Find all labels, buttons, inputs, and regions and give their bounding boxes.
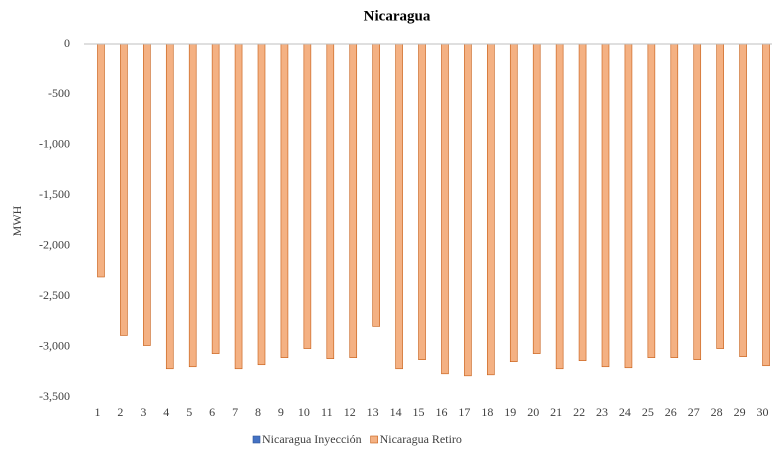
x-tick-label: 4 bbox=[163, 405, 169, 419]
x-tick-label: 14 bbox=[390, 405, 402, 419]
bar bbox=[532, 43, 541, 354]
x-tick-label: 22 bbox=[573, 405, 585, 419]
bar bbox=[441, 43, 449, 375]
x-tick-label: 9 bbox=[278, 405, 284, 419]
x-tick-label: 13 bbox=[367, 405, 379, 419]
x-tick-label: 24 bbox=[619, 405, 631, 419]
x-tick-label: 17 bbox=[458, 405, 470, 419]
bar bbox=[188, 43, 197, 368]
bar bbox=[762, 43, 770, 367]
y-tick-label: -1,000 bbox=[39, 137, 70, 151]
bar bbox=[303, 43, 312, 349]
x-tick-label: 6 bbox=[209, 405, 215, 419]
x-tick-label: 27 bbox=[688, 405, 700, 419]
y-tick-label: -3,500 bbox=[39, 389, 70, 403]
x-tick-label: 10 bbox=[298, 405, 310, 419]
x-tick-label: 18 bbox=[481, 405, 493, 419]
y-axis-label: MWH bbox=[10, 205, 24, 236]
bar bbox=[120, 43, 128, 336]
bar bbox=[257, 43, 266, 366]
y-tick-label: -500 bbox=[48, 86, 70, 100]
bar bbox=[487, 43, 495, 376]
x-tick-label: 16 bbox=[435, 405, 447, 419]
chart-title: Nicaragua bbox=[364, 8, 431, 24]
bar bbox=[165, 43, 174, 370]
x-tick-label: 11 bbox=[321, 405, 333, 419]
bar bbox=[624, 43, 633, 369]
y-tick-label: -2,000 bbox=[39, 237, 70, 251]
bar bbox=[693, 43, 702, 360]
bar bbox=[716, 43, 724, 349]
bar bbox=[418, 43, 426, 360]
bar bbox=[647, 43, 656, 358]
bar bbox=[578, 43, 587, 361]
x-tick-label: 8 bbox=[255, 405, 261, 419]
x-tick-label: 3 bbox=[140, 405, 146, 419]
y-tick-label: -2,500 bbox=[39, 288, 70, 302]
bar bbox=[670, 43, 679, 358]
legend-swatch bbox=[370, 435, 378, 444]
x-tick-label: 30 bbox=[757, 405, 769, 419]
bar bbox=[349, 43, 358, 358]
bar bbox=[464, 43, 472, 377]
x-tick-label: 1 bbox=[94, 405, 100, 419]
x-tick-label: 19 bbox=[504, 405, 516, 419]
x-tick-label: 21 bbox=[550, 405, 562, 419]
x-tick-label: 7 bbox=[232, 405, 238, 419]
bar bbox=[211, 43, 220, 354]
bar bbox=[601, 43, 610, 368]
bar bbox=[739, 43, 747, 357]
legend-swatch bbox=[252, 435, 261, 444]
bar bbox=[509, 43, 518, 363]
legend-label: Nicaragua Inyección bbox=[262, 432, 362, 446]
bar bbox=[395, 43, 403, 370]
legend-label: Nicaragua Retiro bbox=[380, 432, 462, 446]
x-tick-label: 2 bbox=[117, 405, 123, 419]
y-tick-label: -1,500 bbox=[39, 187, 70, 201]
x-tick-label: 25 bbox=[642, 405, 654, 419]
x-tick-label: 15 bbox=[413, 405, 425, 419]
bar bbox=[234, 43, 243, 370]
x-tick-label: 23 bbox=[596, 405, 608, 419]
bar bbox=[372, 43, 380, 327]
y-tick-label: -3,000 bbox=[39, 338, 70, 352]
x-tick-label: 20 bbox=[527, 405, 539, 419]
y-tick-label: 0 bbox=[64, 36, 70, 50]
x-tick-label: 5 bbox=[186, 405, 192, 419]
bar bbox=[280, 43, 289, 358]
x-tick-label: 29 bbox=[734, 405, 746, 419]
bar bbox=[143, 43, 151, 346]
x-tick-label: 28 bbox=[711, 405, 723, 419]
bar bbox=[555, 43, 564, 370]
bar bbox=[97, 43, 105, 278]
x-tick-label: 26 bbox=[665, 405, 677, 419]
x-tick-label: 12 bbox=[344, 405, 356, 419]
bar bbox=[326, 43, 335, 359]
